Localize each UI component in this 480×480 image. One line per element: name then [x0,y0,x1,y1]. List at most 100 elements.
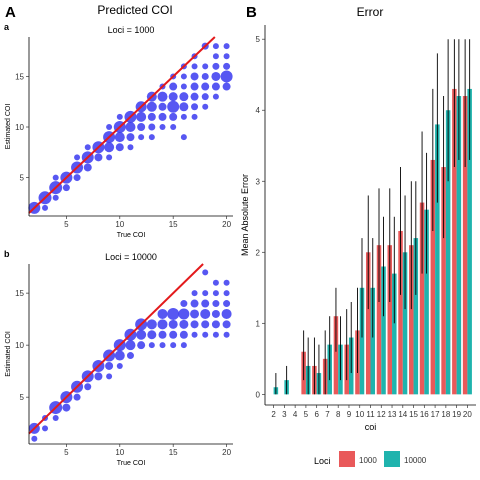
x-tick-label: 7 [325,410,330,419]
data-point [116,362,123,369]
data-point [178,308,190,320]
data-point [223,279,230,286]
data-point [190,320,199,329]
y-tick-label: 10 [15,341,24,350]
x-tick-label: 15 [169,448,178,457]
data-point [169,330,178,339]
data-point [223,53,230,60]
data-point [202,269,209,276]
data-point [52,414,59,421]
data-point [157,308,168,319]
data-point [212,279,219,286]
legend-swatch-10000 [384,451,400,467]
panel-label-B: B [246,4,257,21]
x-tick-label: 8 [336,410,341,419]
x-tick-label: 13 [388,410,397,419]
data-point [221,308,232,319]
data-point [62,403,71,412]
data-point [126,352,134,360]
data-point [211,82,220,91]
data-point [190,92,199,101]
x-tick-label: 11 [366,410,375,419]
data-point [94,372,103,381]
data-point [147,112,156,121]
data-point [180,113,187,120]
y-tick-label: 4 [256,106,261,115]
data-point [52,194,59,201]
x-tick-label: 16 [420,410,429,419]
data-point [148,134,155,141]
data-point [222,320,231,329]
data-point [212,53,219,60]
x-tick-label: 5 [304,410,309,419]
data-point [180,342,187,349]
legend: Loci 1000 10000 [314,451,427,467]
data-point [157,319,168,330]
data-point [106,154,113,161]
data-point [179,319,189,329]
x-tick-label: 10 [355,410,364,419]
data-point [158,330,167,339]
bar [419,202,425,395]
data-point [191,290,198,297]
data-point [148,342,155,349]
data-point [212,93,219,100]
x-axis-title: True COI [117,232,146,239]
data-point [222,82,231,91]
left-column-title: Predicted COI [97,3,172,17]
data-point [138,134,145,141]
data-point [126,133,135,142]
data-point [190,309,200,319]
data-point [223,300,231,308]
x-tick-label: 4 [293,410,298,419]
data-point [212,62,220,70]
data-point [179,102,189,112]
data-point [223,62,231,70]
data-point [191,331,198,338]
bar [381,266,386,395]
data-point [211,71,221,81]
x-tick-label: 5 [64,448,69,457]
data-point [52,174,59,181]
x-tick-label: 14 [398,410,407,419]
data-point [223,43,230,50]
scatter-panel-b: Loci = 10000 5 10 15 20 5 10 15 True COI Estimate… [5,252,233,467]
bar [359,287,365,395]
data-point [201,93,209,101]
data-point [74,154,81,161]
data-point [84,383,92,391]
data-point [158,102,167,111]
y-tick-label: 0 [256,390,261,399]
data-point [223,290,230,297]
data-point [137,123,146,132]
data-point [136,329,147,340]
x-axis-title: True COI [117,460,146,467]
y-tick-label: 15 [15,72,24,81]
panel-label-b: b [4,249,10,259]
data-point [170,342,177,349]
subplot-title: Loci = 1000 [108,25,155,35]
x-tick-label: 17 [431,410,440,419]
bar [456,96,462,395]
data-point [201,299,210,308]
series-1000 [301,39,468,395]
data-point [167,100,180,113]
bar [376,245,382,395]
bar [430,159,436,395]
data-point [137,341,146,350]
data-point [125,122,136,133]
y-tick-label: 10 [15,123,24,132]
data-point [127,144,134,151]
bar [370,287,376,395]
data-point [115,143,124,152]
bar [467,88,472,395]
data-point [179,92,189,102]
bar [402,252,408,395]
data-point [180,83,187,90]
identity-line [28,263,204,435]
y-axis-title: Estimated COI [5,104,12,150]
x-tick-label: 6 [314,410,319,419]
panel-label-a: a [4,22,10,32]
